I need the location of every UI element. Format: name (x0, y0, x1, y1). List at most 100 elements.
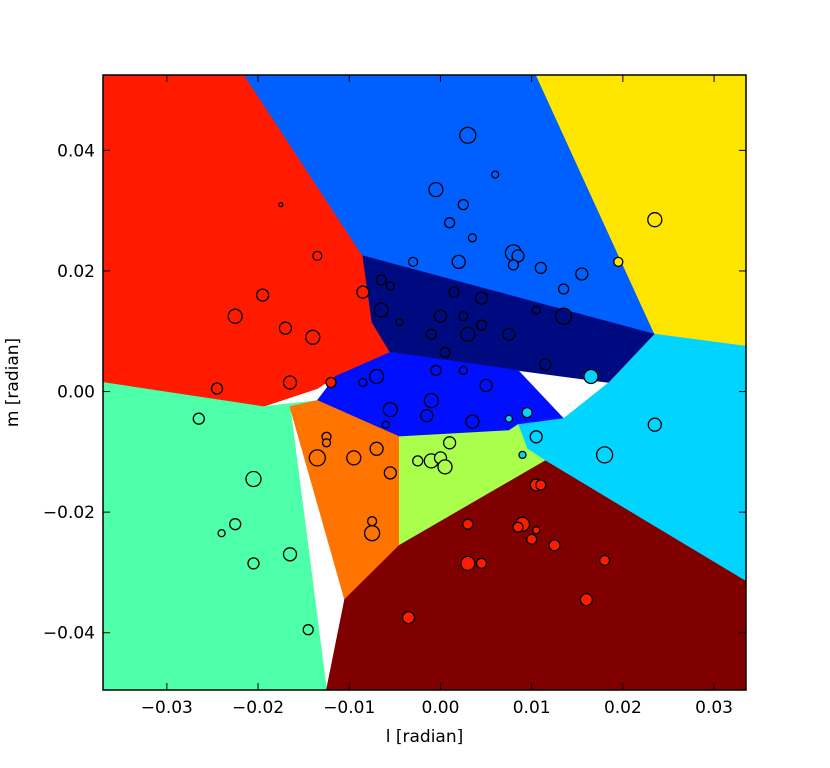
y-tick-label: −0.02 (43, 503, 95, 523)
scatter-point (325, 376, 337, 389)
scatter-point (385, 281, 395, 291)
scatter-point (439, 346, 451, 359)
scatter-point (534, 261, 547, 275)
y-axis-ticks: −0.04 −0.02 0.00 0.02 0.04 (43, 141, 746, 644)
scatter-point (363, 525, 381, 542)
scatter-point (312, 250, 323, 262)
scatter-point (512, 521, 524, 533)
scatter-point (437, 459, 453, 475)
scatter-point (554, 307, 573, 325)
scatter-point (526, 533, 538, 545)
scatter-point (462, 518, 474, 530)
scatter-point (401, 610, 416, 625)
scatter-point (247, 557, 260, 570)
scatter-point (451, 254, 466, 270)
scatter-point (539, 358, 552, 371)
voronoi-region-10 (326, 460, 746, 690)
x-axis-label: l [radian] (386, 727, 464, 747)
scatter-point (575, 267, 589, 281)
x-axis-ticks: −0.03 −0.02 −0.01 0.00 0.01 0.02 0.03 (141, 75, 733, 718)
scatter-point (229, 518, 242, 531)
scatter-point (420, 409, 434, 423)
x-tick-label: 0.01 (513, 698, 551, 718)
scatter-point (382, 401, 398, 418)
scatter-point (647, 212, 663, 228)
scatter-point (443, 217, 456, 229)
y-tick-label: 0.04 (57, 141, 95, 161)
x-tick-label: −0.03 (141, 698, 193, 718)
x-tick-label: 0.03 (695, 698, 733, 718)
scatter-point (395, 318, 404, 327)
scatter-point (356, 285, 370, 299)
scatter-point (428, 181, 444, 198)
scatter-point (457, 198, 469, 211)
scatter-point (346, 450, 362, 466)
voronoi-region-3 (535, 75, 746, 347)
scatter-point (647, 417, 662, 432)
scatter-point (507, 259, 520, 271)
x-tick-label: 0.00 (422, 698, 460, 718)
scatter-point (282, 375, 298, 390)
scatter-point (412, 455, 424, 467)
scatter-point (557, 283, 570, 295)
y-tick-label: −0.04 (43, 624, 95, 644)
scatter-point (321, 438, 332, 448)
scatter-point (465, 414, 480, 429)
scatter-point (613, 256, 624, 268)
scatter-point (475, 319, 488, 331)
y-tick-label: 0.02 (57, 262, 95, 282)
scatter-point (282, 547, 298, 562)
scatter-point (579, 592, 594, 607)
scatter-point (210, 382, 224, 395)
voronoi-region-7 (103, 382, 327, 690)
scatter-point (467, 233, 478, 243)
scatter-point (475, 557, 488, 570)
scatter-point (433, 309, 448, 323)
scatter-point (474, 291, 489, 305)
scatter-point (278, 201, 284, 208)
scatter-point (531, 305, 541, 315)
scatter-point (532, 526, 541, 535)
scatter-point (460, 555, 476, 572)
scatter-point (442, 436, 457, 450)
scatter-point (425, 328, 437, 340)
scatter-point (383, 466, 397, 480)
x-tick-label: −0.02 (232, 698, 284, 718)
scatter-point (460, 326, 476, 342)
scatter-point (521, 406, 533, 419)
plot-frame (102, 74, 747, 691)
scatter-point (518, 450, 527, 460)
scatter-point (373, 302, 389, 318)
scatter-point (245, 470, 262, 488)
scatter-point (217, 529, 226, 538)
scatter-point (368, 368, 385, 385)
x-tick-label: −0.01 (323, 698, 375, 718)
scatter-point (227, 308, 243, 324)
scatter-point (192, 412, 205, 425)
scatter-point (583, 368, 599, 385)
scatter-point (430, 364, 442, 377)
scatter-point (502, 327, 516, 341)
x-tick-label: 0.02 (604, 698, 642, 718)
scatter-point (458, 365, 468, 376)
scatter-point (255, 288, 270, 302)
scatter-point (491, 170, 500, 179)
y-axis-label: m [radian] (3, 338, 23, 427)
scatter-point (308, 449, 326, 467)
scatter-point (369, 441, 384, 456)
y-tick-label: 0.00 (57, 383, 95, 403)
scatter-point (535, 479, 547, 491)
scatter-points (192, 126, 663, 636)
scatter-point (381, 420, 390, 429)
scatter-point (302, 624, 314, 636)
scatter-point (598, 554, 611, 567)
voronoi-regions (103, 75, 746, 690)
scatter-point (375, 274, 387, 286)
scatter-point (504, 414, 514, 423)
scatter-point (407, 256, 419, 268)
scatter-point (305, 329, 321, 345)
scatter-point (479, 378, 493, 393)
scatter-point (459, 126, 477, 144)
scatter-point (278, 321, 293, 335)
